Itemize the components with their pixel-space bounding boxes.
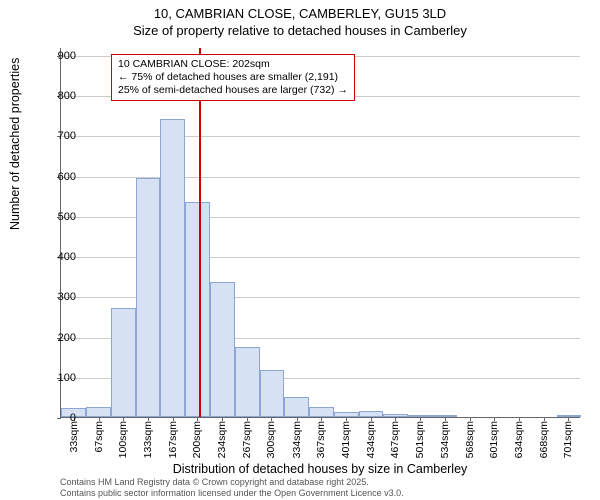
x-tick-label: 367sqm	[315, 417, 327, 458]
histogram-bar	[136, 178, 160, 417]
y-tick-label: 0	[40, 412, 76, 424]
histogram-bar	[86, 407, 111, 417]
histogram-bar	[235, 347, 259, 417]
x-tick-label: 300sqm	[265, 417, 277, 458]
annotation-box: 10 CAMBRIAN CLOSE: 202sqm← 75% of detach…	[111, 54, 355, 101]
chart-footer: Contains HM Land Registry data © Crown c…	[60, 477, 404, 498]
x-tick-label: 334sqm	[291, 417, 303, 458]
x-tick-label: 67sqm	[93, 417, 105, 453]
histogram-bar	[309, 407, 333, 417]
histogram-bar	[185, 202, 209, 417]
histogram-bar	[260, 370, 284, 417]
x-tick-label: 601sqm	[488, 417, 500, 458]
y-tick-label: 900	[40, 50, 76, 62]
title-line-1: 10, CAMBRIAN CLOSE, CAMBERLEY, GU15 3LD	[0, 6, 600, 23]
footer-line-2: Contains public sector information licen…	[60, 488, 404, 498]
x-axis-label: Distribution of detached houses by size …	[60, 462, 580, 476]
x-tick-label: 200sqm	[191, 417, 203, 458]
y-tick-label: 600	[40, 171, 76, 183]
y-axis-label: Number of detached properties	[8, 58, 22, 230]
y-tick-label: 700	[40, 130, 76, 142]
footer-line-1: Contains HM Land Registry data © Crown c…	[60, 477, 404, 487]
histogram-bar	[210, 282, 235, 417]
annotation-line: 10 CAMBRIAN CLOSE: 202sqm	[118, 58, 348, 71]
chart-container: 10, CAMBRIAN CLOSE, CAMBERLEY, GU15 3LD …	[0, 0, 600, 500]
x-tick-label: 634sqm	[513, 417, 525, 458]
y-tick-label: 200	[40, 332, 76, 344]
x-tick-label: 434sqm	[365, 417, 377, 458]
x-tick-label: 568sqm	[464, 417, 476, 458]
x-tick-label: 501sqm	[414, 417, 426, 458]
title-line-2: Size of property relative to detached ho…	[0, 23, 600, 40]
histogram-bar	[160, 119, 185, 417]
x-tick-label: 167sqm	[167, 417, 179, 458]
y-tick-label: 500	[40, 211, 76, 223]
histogram-bar	[111, 308, 135, 417]
histogram-bar	[284, 397, 309, 417]
x-tick-label: 234sqm	[216, 417, 228, 458]
y-tick-label: 100	[40, 372, 76, 384]
x-tick-label: 100sqm	[117, 417, 129, 458]
x-tick-label: 701sqm	[562, 417, 574, 458]
x-tick-label: 401sqm	[340, 417, 352, 458]
plot-area: 33sqm67sqm100sqm133sqm167sqm200sqm234sqm…	[60, 48, 580, 418]
x-tick-label: 534sqm	[439, 417, 451, 458]
x-tick-label: 467sqm	[389, 417, 401, 458]
chart-title: 10, CAMBRIAN CLOSE, CAMBERLEY, GU15 3LD …	[0, 0, 600, 40]
x-tick-label: 133sqm	[142, 417, 154, 458]
annotation-line: ← 75% of detached houses are smaller (2,…	[118, 71, 348, 84]
reference-line	[199, 48, 201, 417]
x-tick-label: 668sqm	[538, 417, 550, 458]
grid-line	[61, 136, 580, 137]
y-tick-label: 400	[40, 251, 76, 263]
annotation-line: 25% of semi-detached houses are larger (…	[118, 84, 348, 97]
y-tick-label: 300	[40, 291, 76, 303]
y-tick-label: 800	[40, 90, 76, 102]
x-tick-label: 267sqm	[241, 417, 253, 458]
